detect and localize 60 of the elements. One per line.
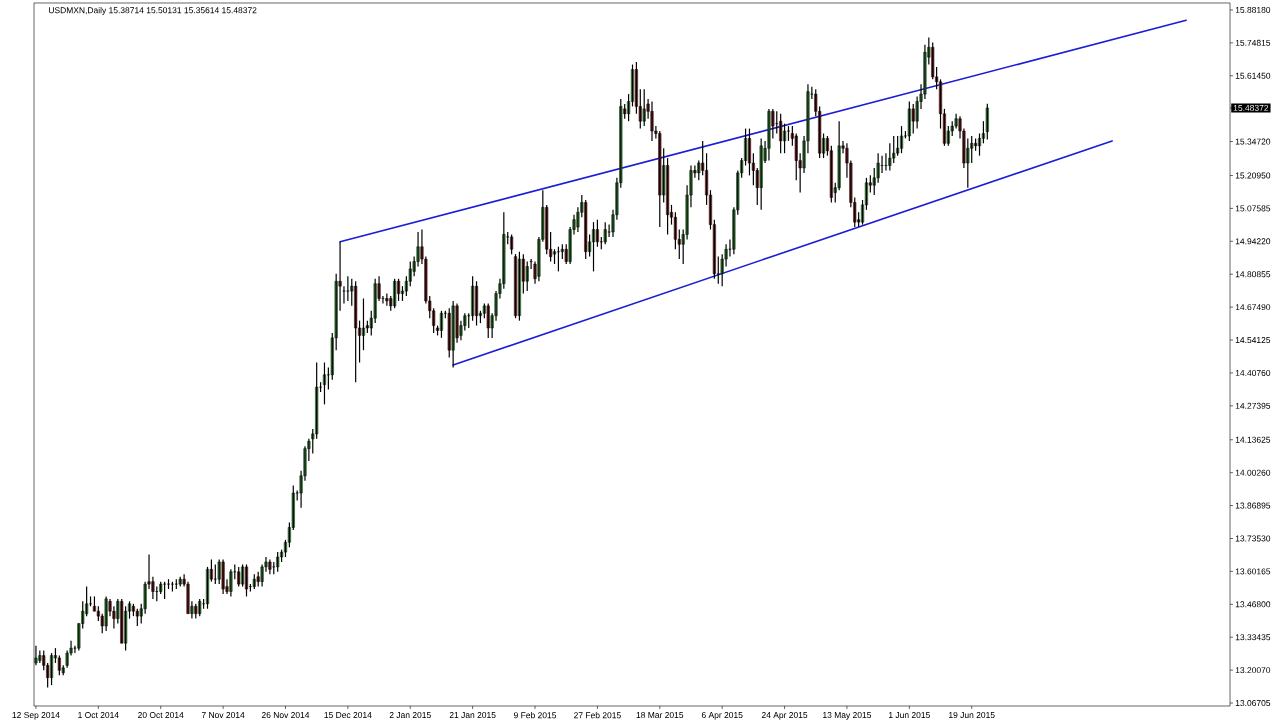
candlestick (471, 275, 475, 322)
x-tick-label: 19 Jun 2015 (949, 712, 995, 719)
candlestick (658, 130, 662, 228)
x-tick-label: 21 Jan 2015 (449, 712, 496, 719)
x-tick-label: 24 Apr 2015 (761, 712, 808, 720)
y-tick-label: 15.48372 (1233, 104, 1269, 111)
candlestick (892, 135, 896, 164)
candlestick (985, 103, 989, 140)
x-tick-label: 2 Jan 2015 (389, 712, 431, 719)
x-tick-label: 20 Oct 2014 (138, 712, 184, 719)
x-tick-label: 12 Sep 2014 (12, 712, 60, 720)
y-tick-label: 14.40760 (1235, 369, 1271, 376)
candlestick (759, 137, 763, 211)
y-tick-label: 13.46800 (1235, 601, 1271, 608)
candlestick (510, 233, 514, 255)
y-tick-label: 14.13625 (1235, 436, 1271, 443)
y-tick-label: 14.67490 (1235, 304, 1271, 311)
y-tick-label: 15.07585 (1235, 205, 1271, 212)
x-tick-label: 18 Mar 2015 (636, 712, 684, 719)
candlestick (237, 566, 241, 588)
y-tick-label: 13.06705 (1235, 700, 1271, 707)
x-tick-label: 9 Feb 2015 (513, 712, 557, 719)
y-tick-label: 13.60165 (1235, 568, 1271, 575)
candlestick (276, 551, 280, 573)
candlestick (124, 605, 128, 652)
candlestick (393, 278, 397, 309)
candlestick (517, 251, 521, 322)
y-tick-label: 13.73530 (1235, 535, 1271, 542)
x-tick-label: 15 Dec 2014 (324, 712, 372, 719)
y-tick-label: 15.74815 (1235, 39, 1271, 46)
y-tick-label: 13.86895 (1235, 502, 1271, 509)
y-tick-label: 14.94220 (1235, 238, 1271, 245)
candlestick (584, 199, 588, 260)
candlestick (907, 100, 911, 142)
y-tick-label: 14.54125 (1235, 337, 1271, 344)
candlestick (779, 113, 783, 154)
y-tick-label: 15.34720 (1235, 138, 1271, 145)
candlestick (486, 302, 490, 339)
x-tick-label: 1 Jun 2015 (889, 712, 930, 719)
x-tick-label: 27 Feb 2015 (574, 712, 621, 719)
x-tick-label: 26 Nov 2014 (261, 712, 310, 719)
y-tick-label: 15.61450 (1235, 72, 1271, 79)
y-tick-label: 13.20070 (1235, 667, 1271, 674)
x-tick-label: 6 Apr 2015 (701, 712, 743, 720)
chart-title: USDMXN,Daily 15.38714 15.50131 15.35614 15.48372 (49, 7, 257, 15)
y-tick-label: 14.80855 (1235, 271, 1271, 278)
candlestick (603, 221, 607, 245)
y-tick-label: 14.27395 (1235, 402, 1271, 409)
x-tick-label: 1 Oct 2014 (78, 712, 119, 719)
y-tick-label: 15.88180 (1235, 6, 1271, 13)
x-tick-label: 7 Nov 2014 (201, 712, 245, 719)
y-tick-label: 14.00260 (1235, 469, 1271, 476)
candlestick (666, 157, 670, 236)
y-tick-label: 15.20950 (1235, 172, 1271, 179)
candlestick (315, 361, 319, 440)
x-tick-label: 13 May 2015 (823, 712, 872, 720)
candlestick (354, 280, 358, 383)
candlestick (970, 135, 974, 164)
candlestick (642, 88, 646, 127)
y-tick-label: 13.33435 (1235, 634, 1271, 641)
